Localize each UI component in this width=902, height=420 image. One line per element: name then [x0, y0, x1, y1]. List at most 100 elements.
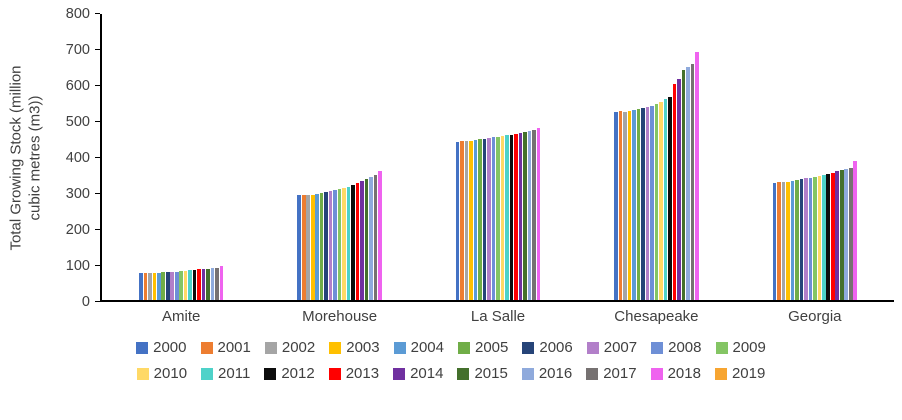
legend-item-2015: 2015 [457, 365, 508, 382]
bar [835, 171, 840, 300]
bar [301, 194, 306, 300]
bar [618, 111, 623, 300]
bar [786, 181, 790, 300]
bar [668, 96, 672, 300]
legend-swatch-icon [651, 341, 664, 354]
bar [219, 265, 224, 300]
y-axis-title-line2: cubic metres (m3)) [27, 95, 44, 221]
bar [672, 84, 677, 300]
legend-swatch-icon [264, 341, 277, 354]
y-tick-label: 800 [65, 6, 90, 22]
bar [645, 107, 650, 300]
bar [781, 182, 786, 300]
legend-label: 2013 [345, 365, 380, 382]
bar [310, 194, 315, 300]
bar [210, 268, 215, 300]
x-axis-label: Georgia [788, 308, 842, 325]
legend-swatch-icon [201, 367, 214, 380]
y-tick-label: 500 [65, 114, 90, 130]
legend-swatch-icon [714, 367, 727, 380]
bar [152, 273, 157, 300]
legend-label: 2004 [410, 339, 444, 356]
y-axis-title-wrap: Total Growing Stock (million cubic metre… [0, 14, 52, 302]
bar [536, 128, 541, 300]
bar [206, 268, 210, 300]
legend-label: 2005 [475, 339, 509, 356]
bar [165, 271, 170, 300]
legend-item-2001: 2001 [200, 339, 251, 356]
y-tick-label: 100 [65, 258, 90, 274]
legend-label: 2008 [668, 339, 702, 356]
legend-swatch-icon [522, 341, 535, 354]
y-tick-mark [95, 49, 100, 50]
y-tick-label: 0 [81, 294, 90, 310]
legend-item-2007: 2007 [586, 339, 637, 356]
bar [297, 195, 302, 300]
bar-group-morehouse [260, 14, 418, 300]
bar [839, 170, 844, 300]
legend-item-2019: 2019 [714, 365, 765, 382]
legend-swatch-icon [586, 341, 599, 354]
x-axis-label: La Salle [470, 308, 526, 325]
bar [654, 103, 659, 300]
legend-item-2005: 2005 [458, 339, 508, 356]
bar [817, 176, 822, 300]
bar [641, 108, 645, 300]
bar [328, 190, 333, 300]
bar [500, 136, 505, 300]
legend-item-2002: 2002 [264, 339, 316, 356]
x-axis-label: Amite [162, 308, 201, 325]
bar [478, 139, 482, 300]
bar [772, 182, 777, 300]
bar [614, 112, 618, 300]
bar-group-amite [102, 14, 260, 300]
bar [139, 273, 143, 300]
bar [813, 176, 817, 300]
legend-label: 2012 [281, 365, 315, 382]
bar [853, 161, 857, 300]
legend-label: 2001 [217, 339, 251, 356]
legend-item-2010: 2010 [136, 365, 187, 382]
bar [373, 175, 378, 300]
bar-group-la-salle [419, 14, 577, 300]
y-tick-mark [95, 13, 100, 14]
legend-label: 2000 [153, 339, 187, 356]
bar [469, 140, 473, 300]
y-tick-mark [95, 301, 100, 302]
bar [663, 99, 668, 300]
legend-swatch-icon [457, 367, 470, 380]
legend-label: 2016 [538, 365, 573, 382]
bar [523, 131, 527, 300]
bar [315, 193, 319, 300]
bar [179, 271, 183, 300]
legend-item-2008: 2008 [651, 339, 702, 356]
legend-label: 2002 [281, 339, 316, 356]
bar [505, 135, 509, 300]
legend-item-2017: 2017 [586, 365, 637, 382]
bar [174, 271, 179, 300]
y-tick-mark [95, 265, 100, 266]
bar [306, 195, 311, 300]
bar [148, 273, 152, 300]
legend-swatch-icon [586, 367, 599, 380]
legend-swatch-icon [393, 341, 406, 354]
y-tick-mark [95, 229, 100, 230]
bar [161, 272, 166, 300]
legend-row: 2010 2011 2012 2013 2014 2015 2016 2017 2018 2019 [136, 365, 765, 382]
bar [650, 105, 654, 300]
bar [487, 138, 491, 300]
y-tick-label: 700 [65, 42, 90, 58]
chart-main: Total Growing Stock (million cubic metre… [0, 6, 902, 310]
bar [378, 171, 382, 300]
legend-label: 2011 [218, 365, 251, 382]
legend-swatch-icon [393, 367, 406, 380]
bar [677, 78, 681, 300]
legend-label: 2015 [474, 365, 508, 382]
y-tick-mark [95, 85, 100, 86]
y-tick-mark [95, 121, 100, 122]
y-tick-mark [95, 157, 100, 158]
bar [509, 134, 514, 300]
bar [844, 168, 849, 300]
bar [795, 180, 799, 300]
bar [333, 190, 337, 300]
